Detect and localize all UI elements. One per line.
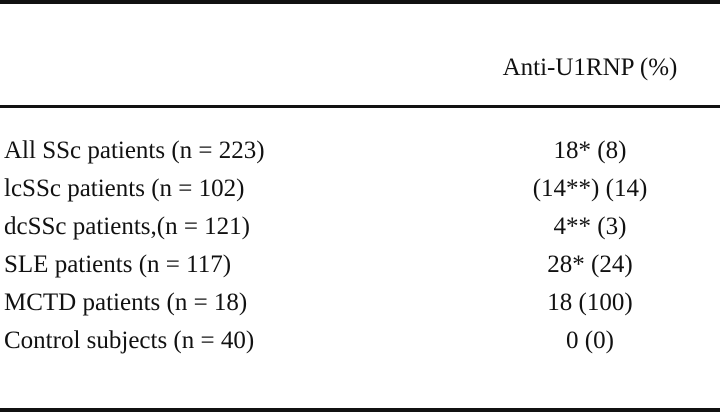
- row-value: 0 (0): [566, 327, 614, 354]
- row-value: 18 (100): [547, 289, 633, 316]
- top-rule: [0, 0, 720, 4]
- row-value: 4** (3): [553, 213, 627, 240]
- row-value: 28* (24): [547, 251, 633, 278]
- row-label: Control subjects (n = 40): [4, 327, 255, 354]
- row-label: All SSc patients (n = 223): [4, 137, 265, 164]
- column-header: Anti-U1RNP (%): [502, 54, 678, 81]
- header-rule: [0, 105, 720, 108]
- row-label: SLE patients (n = 117): [4, 251, 232, 278]
- row-label: MCTD patients (n = 18): [4, 289, 248, 316]
- row-value: 18* (8): [553, 137, 627, 164]
- row-value: (14**) (14): [532, 175, 648, 202]
- bottom-rule: [0, 408, 720, 412]
- row-label: dcSSc patients,(n = 121): [4, 213, 251, 240]
- row-label: lcSSc patients (n = 102): [4, 175, 245, 202]
